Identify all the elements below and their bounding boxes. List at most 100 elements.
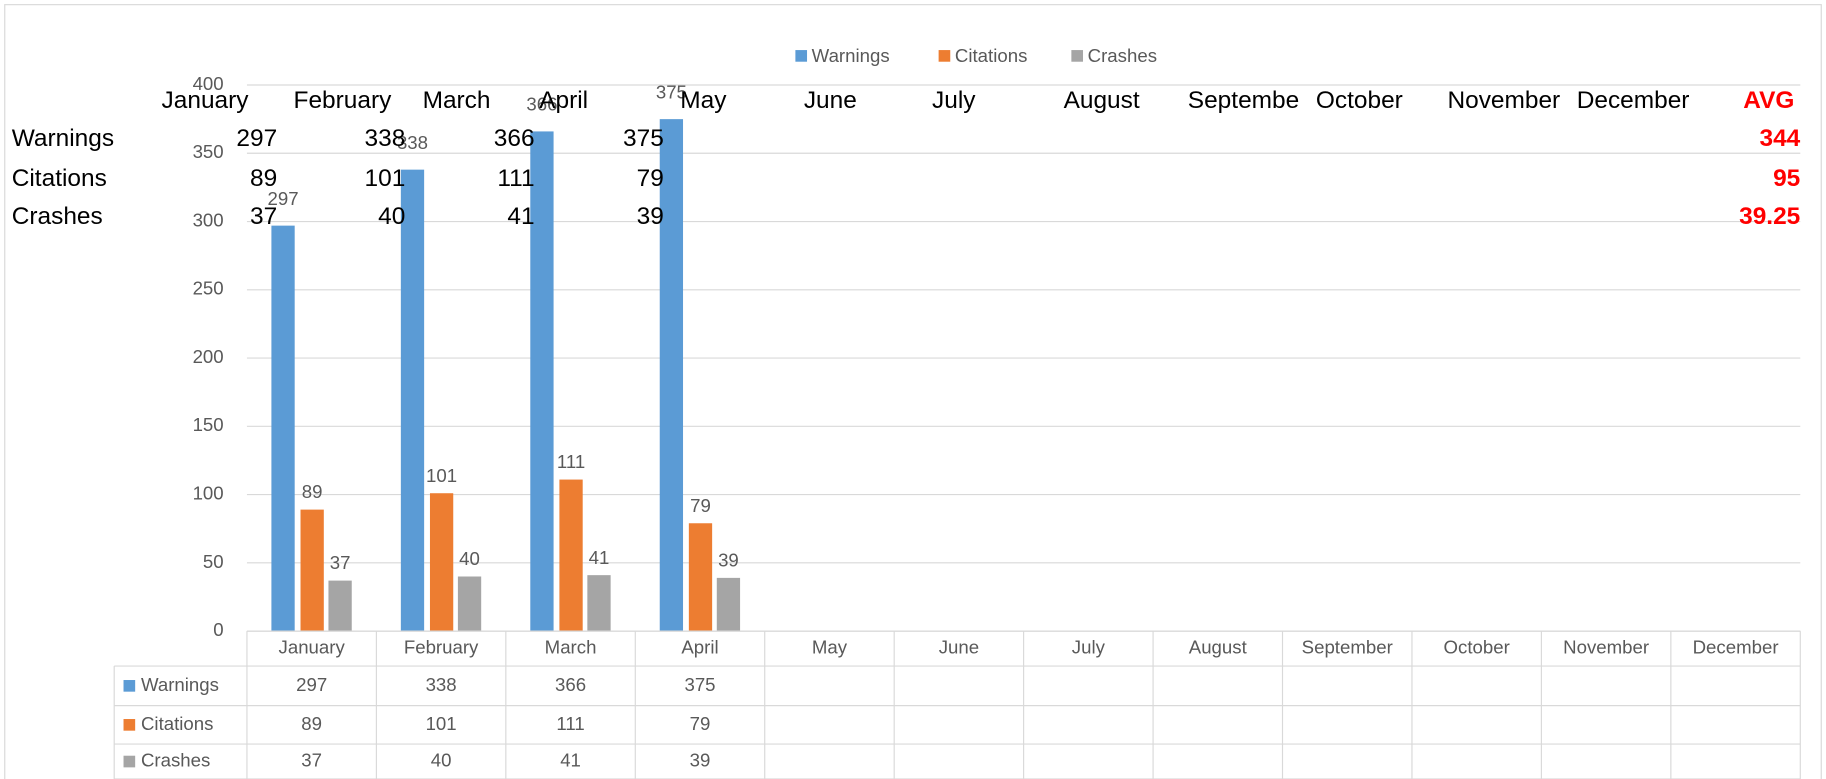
sheet-cell: 338 (365, 125, 406, 152)
x-tick-label: March (545, 637, 597, 658)
data-label: 297 (268, 188, 299, 209)
data-label: 338 (397, 132, 428, 153)
sheet-cell: 39 (637, 203, 664, 230)
sheet-header: January (162, 87, 250, 114)
table-cell: 366 (555, 674, 586, 695)
bar (587, 575, 611, 632)
avg-header: AVG (1743, 87, 1794, 114)
y-tick-label: 350 (193, 141, 224, 162)
table-cell: 101 (426, 713, 457, 734)
x-tick-label: December (1693, 637, 1779, 658)
legend-label: Citations (955, 45, 1027, 66)
y-tick-label: 400 (193, 73, 224, 94)
x-tick-label: November (1563, 637, 1649, 658)
y-tick-label: 250 (193, 278, 224, 299)
x-tick-label: June (939, 637, 979, 658)
table-cell: 79 (690, 713, 711, 734)
chart: 0 50 100 150 200 250 300 350 400 Warnings Citation… (12, 45, 1801, 779)
sheet-row-label: Crashes (12, 203, 103, 230)
table-cell: 41 (560, 749, 581, 770)
y-tick-label: 0 (213, 619, 223, 640)
sheet-header: May (680, 87, 727, 114)
legend-key (795, 50, 808, 62)
x-tick-label: February (404, 637, 479, 658)
sheet-cell: 375 (623, 125, 664, 152)
bar (716, 577, 741, 632)
sheet-cell: 37 (250, 203, 277, 230)
sheet-row-label: Warnings (12, 125, 114, 152)
sheet-header: March (423, 87, 491, 114)
legend-key (938, 50, 951, 62)
data-label: 375 (656, 81, 687, 102)
sheet-cell: 297 (236, 125, 277, 152)
sheet-avg: 95 (1773, 165, 1800, 192)
sheet-cell: 111 (497, 165, 534, 192)
sheet-row-label: Citations (12, 165, 107, 192)
data-label: 111 (557, 451, 585, 472)
bar (400, 169, 425, 632)
data-label: 79 (690, 495, 711, 516)
y-tick-label: 300 (193, 209, 224, 230)
sheet-header: October (1316, 87, 1403, 114)
x-tick-label: October (1444, 637, 1510, 658)
sheet-header: August (1064, 87, 1140, 114)
table-row-label: Citations (141, 713, 213, 734)
data-label: 41 (589, 547, 610, 568)
x-tick-label: September (1302, 637, 1393, 658)
table-cell: 111 (556, 713, 584, 734)
data-label: 101 (426, 465, 457, 486)
legend-label: Warnings (812, 45, 890, 66)
bar (688, 523, 713, 632)
y-tick-label: 100 (193, 483, 224, 504)
x-tick-label: May (812, 637, 848, 658)
sheet-cell: 101 (365, 165, 406, 192)
sheet-cell: 79 (637, 165, 664, 192)
sheet-cell: 41 (507, 203, 534, 230)
x-tick-label: April (681, 637, 718, 658)
sheet-header: December (1577, 87, 1690, 114)
y-tick-label: 200 (193, 346, 224, 367)
sheet-header: June (804, 87, 857, 114)
table-cell: 375 (684, 674, 715, 695)
sheet-cell: 89 (250, 165, 277, 192)
sheet-header: November (1447, 87, 1560, 114)
sheet-avg: 39.25 (1739, 203, 1800, 230)
table-legend-key (123, 680, 136, 692)
data-label: 37 (330, 552, 351, 573)
table-cell: 297 (296, 674, 327, 695)
table-cell: 39 (690, 749, 711, 770)
data-label: 89 (302, 481, 323, 502)
table-cell: 89 (301, 713, 322, 734)
sheet-avg: 344 (1760, 125, 1801, 152)
y-tick-label: 150 (193, 414, 224, 435)
table-legend-key (123, 755, 136, 768)
y-tick-label: 50 (203, 551, 224, 572)
bar (300, 509, 324, 632)
table-cell: 37 (301, 749, 322, 770)
data-label: 366 (526, 94, 557, 115)
legend-key (1071, 50, 1084, 62)
table-cell: 40 (431, 749, 452, 770)
bar (429, 493, 454, 632)
table-row-label: Crashes (141, 749, 210, 770)
sheet-header: Septembe (1188, 87, 1299, 114)
data-label: 39 (718, 549, 739, 570)
bar (659, 119, 684, 632)
x-tick-label: July (1072, 637, 1106, 658)
bar (271, 225, 295, 632)
table-row-label: Warnings (141, 674, 219, 695)
sheet-header: July (932, 87, 976, 114)
sheet-cell: 366 (494, 125, 535, 152)
bar (328, 580, 352, 632)
sheet-header: February (294, 87, 393, 114)
sheet-cell: 40 (378, 203, 405, 230)
table-legend-key (123, 719, 136, 731)
x-tick-label: August (1189, 637, 1248, 658)
table-cell: 338 (426, 674, 457, 695)
data-label: 40 (459, 548, 480, 569)
legend-label: Crashes (1088, 45, 1157, 66)
chart-frame (4, 4, 1822, 779)
bar (530, 131, 554, 632)
bar (457, 576, 482, 632)
